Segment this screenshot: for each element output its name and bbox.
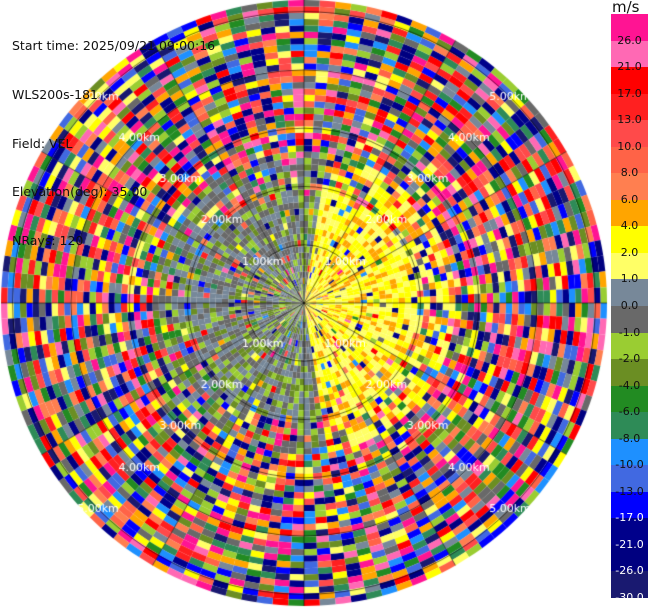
colorbar-swatch: [611, 544, 648, 572]
colorbar-swatch: [611, 385, 648, 413]
colorbar-tick-label: 6.0: [620, 192, 639, 206]
colorbar-swatch: [611, 359, 648, 387]
colorbar-swatch: [611, 571, 648, 599]
colorbar: 26.0 21.0 17.0 13.0 10.0 8.0 6.0 4.0 2.0 1.0 0.0 -1…: [611, 14, 648, 604]
colorbar-tick-label: -10.0: [615, 458, 644, 472]
colorbar-swatch: [611, 199, 648, 227]
colorbar-tick-label: 13.0: [617, 113, 642, 127]
colorbar-swatch: [611, 465, 648, 493]
colorbar-swatch: [611, 412, 648, 440]
colorbar-tick-label: 26.0: [617, 33, 642, 47]
colorbar-swatch: [611, 120, 648, 148]
colorbar-swatch: [611, 226, 648, 254]
colorbar-tick-label: 0.0: [620, 299, 639, 312]
colorbar-tick-label: 4.0: [620, 219, 639, 233]
colorbar-tick-label: -6.0: [618, 405, 641, 419]
ray-count: NRays: 120: [12, 232, 84, 248]
colorbar-tick-label: -4.0: [618, 378, 641, 392]
colorbar-swatch: [611, 279, 648, 307]
colorbar-swatch: [611, 67, 648, 95]
colorbar-tick-label: 21.0: [617, 60, 642, 74]
colorbar-tick-label: -21.0: [615, 537, 644, 551]
colorbar-swatch: [611, 40, 648, 68]
field-name: Field: VEL: [12, 135, 73, 151]
colorbar-swatch: [611, 438, 648, 466]
colorbar-swatch: [611, 14, 648, 42]
colorbar-tick-label: 10.0: [617, 139, 642, 153]
colorbar-swatch: [611, 93, 648, 121]
colorbar-swatch: [611, 518, 648, 546]
colorbar-units: m/s: [612, 0, 640, 16]
colorbar-tick-label: -17.0: [615, 511, 644, 525]
colorbar-swatch: [611, 306, 648, 334]
colorbar-swatch: [611, 146, 648, 174]
colorbar-tick-label: -2.0: [618, 352, 641, 366]
colorbar-swatch: [611, 491, 648, 519]
colorbar-swatch: [611, 173, 648, 201]
start-time: Start time: 2025/09/21 09:00:16: [12, 38, 216, 54]
colorbar-swatch: [611, 252, 648, 280]
colorbar-tick-label: 2.0: [620, 245, 639, 259]
colorbar-tick-label: 8.0: [620, 166, 639, 180]
elevation: Elevation(deg): 35.00: [12, 184, 148, 200]
colorbar-tick-label: -13.0: [615, 484, 644, 498]
colorbar-tick-label: -8.0: [618, 431, 641, 445]
colorbar-tick-label: 1.0: [620, 272, 639, 286]
colorbar-tick-label: -30.0: [615, 591, 644, 604]
colorbar-tick-label: -26.0: [615, 564, 644, 578]
ppi-velocity-plot: [0, 0, 610, 610]
colorbar-swatch: [611, 332, 648, 360]
station-name: WLS200s-181: [12, 87, 98, 102]
colorbar-tick-label: 17.0: [617, 86, 642, 100]
colorbar-tick-label: -1.0: [618, 325, 641, 339]
scan-info: Start time: 2025/09/21 09:00:16 WLS200s-…: [12, 6, 215, 265]
